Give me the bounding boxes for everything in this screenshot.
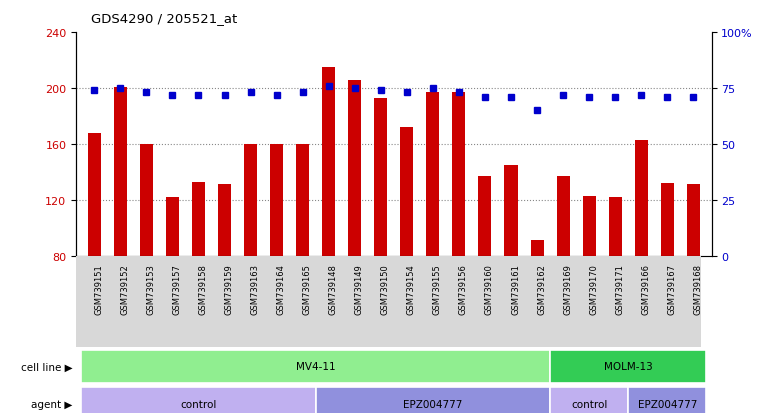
Text: GSM739164: GSM739164 bbox=[277, 263, 285, 314]
Bar bbox=[426, 93, 439, 256]
Text: GSM739170: GSM739170 bbox=[589, 263, 598, 314]
Bar bbox=[316, 387, 550, 413]
Bar bbox=[452, 93, 466, 256]
Text: GSM739171: GSM739171 bbox=[615, 263, 624, 314]
Bar bbox=[140, 145, 153, 256]
Bar bbox=[686, 185, 700, 256]
Text: GSM739159: GSM739159 bbox=[224, 263, 234, 314]
Bar bbox=[349, 81, 361, 256]
Text: GSM739157: GSM739157 bbox=[173, 263, 181, 314]
Text: GSM739165: GSM739165 bbox=[303, 263, 312, 314]
Bar bbox=[322, 68, 336, 256]
Text: control: control bbox=[180, 399, 217, 409]
Text: GSM739148: GSM739148 bbox=[329, 263, 338, 314]
Bar bbox=[270, 145, 283, 256]
Text: GSM739152: GSM739152 bbox=[120, 263, 129, 314]
Text: control: control bbox=[571, 399, 607, 409]
Text: MV4-11: MV4-11 bbox=[296, 361, 336, 372]
Text: GSM739155: GSM739155 bbox=[433, 263, 442, 314]
Bar bbox=[556, 177, 569, 256]
Bar bbox=[400, 128, 413, 256]
Bar bbox=[81, 387, 316, 413]
Text: GSM739151: GSM739151 bbox=[94, 263, 103, 314]
Text: MOLM-13: MOLM-13 bbox=[603, 361, 653, 372]
Bar bbox=[628, 387, 706, 413]
Text: EPZ004777: EPZ004777 bbox=[403, 399, 463, 409]
Text: GSM739161: GSM739161 bbox=[511, 263, 520, 314]
Bar bbox=[88, 133, 101, 256]
Text: GSM739153: GSM739153 bbox=[146, 263, 155, 314]
Bar bbox=[550, 387, 628, 413]
Bar bbox=[218, 185, 231, 256]
Bar bbox=[530, 241, 543, 256]
Text: GSM739166: GSM739166 bbox=[642, 263, 650, 314]
Bar bbox=[609, 197, 622, 256]
Bar bbox=[244, 145, 257, 256]
Bar bbox=[550, 350, 706, 383]
Text: cell line ▶: cell line ▶ bbox=[21, 361, 72, 372]
Text: GSM739163: GSM739163 bbox=[250, 263, 260, 314]
Bar bbox=[114, 88, 127, 256]
Bar bbox=[479, 177, 492, 256]
Bar bbox=[661, 183, 673, 256]
Text: EPZ004777: EPZ004777 bbox=[638, 399, 697, 409]
Bar bbox=[166, 197, 179, 256]
Text: GSM739168: GSM739168 bbox=[693, 263, 702, 314]
Bar bbox=[505, 166, 517, 256]
Text: GSM739162: GSM739162 bbox=[537, 263, 546, 314]
Bar bbox=[296, 145, 309, 256]
Text: GSM739167: GSM739167 bbox=[667, 263, 677, 314]
Bar bbox=[583, 196, 596, 256]
Text: GSM739160: GSM739160 bbox=[485, 263, 494, 314]
Text: GSM739149: GSM739149 bbox=[355, 263, 364, 314]
Bar bbox=[192, 182, 205, 256]
Text: GSM739156: GSM739156 bbox=[459, 263, 468, 314]
Text: agent ▶: agent ▶ bbox=[31, 399, 72, 409]
Bar bbox=[81, 350, 550, 383]
Bar bbox=[374, 99, 387, 256]
Text: GDS4290 / 205521_at: GDS4290 / 205521_at bbox=[91, 12, 237, 25]
Text: GSM739154: GSM739154 bbox=[407, 263, 416, 314]
Text: GSM739150: GSM739150 bbox=[380, 263, 390, 314]
Text: GSM739158: GSM739158 bbox=[199, 263, 208, 314]
Bar bbox=[635, 140, 648, 256]
Text: GSM739169: GSM739169 bbox=[563, 263, 572, 314]
